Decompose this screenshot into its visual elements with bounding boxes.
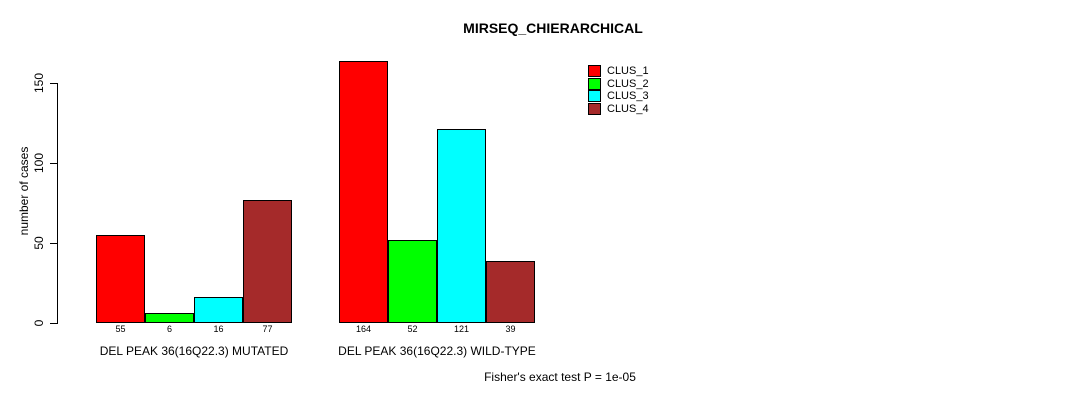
bar-value-label: 6 <box>166 324 172 334</box>
bar-value-label: 16 <box>213 324 224 334</box>
bar <box>194 297 243 323</box>
bar-value-label: 55 <box>115 324 126 334</box>
bar-value-label: 52 <box>407 324 418 334</box>
legend-swatch <box>588 90 601 103</box>
legend-swatch <box>588 77 601 90</box>
legend-label: CLUS_3 <box>607 90 649 103</box>
group-label: DEL PEAK 36(16Q22.3) MUTATED <box>99 344 289 358</box>
y-axis-tick-label: 0 <box>32 319 46 327</box>
y-axis-tick-label: 150 <box>32 72 46 94</box>
y-axis-tick <box>50 83 58 84</box>
legend-label: CLUS_1 <box>607 65 649 78</box>
group-label: DEL PEAK 36(16Q22.3) WILD-TYPE <box>338 344 536 358</box>
legend-item: CLUS_3 <box>588 90 649 103</box>
bar <box>243 200 292 323</box>
bar <box>437 129 486 323</box>
bar-value-label: 121 <box>453 324 470 334</box>
legend-swatch <box>588 65 601 78</box>
y-axis-label: number of cases <box>17 146 31 236</box>
bar <box>388 240 437 323</box>
legend-item: CLUS_2 <box>588 77 649 91</box>
y-axis-tick-label: 50 <box>32 236 46 250</box>
y-axis-tick-label: 100 <box>32 152 46 174</box>
legend-item: CLUS_1 <box>588 65 649 78</box>
y-axis-tick <box>50 163 58 164</box>
bar <box>145 313 194 323</box>
bar <box>486 261 535 323</box>
bar <box>339 61 388 323</box>
legend-item: CLUS_4 <box>588 102 649 116</box>
bar-value-label: 39 <box>505 324 516 334</box>
footnote: Fisher's exact test P = 1e-05 <box>484 370 636 384</box>
y-axis-tick <box>50 323 58 324</box>
legend-swatch <box>588 102 601 115</box>
y-axis-line <box>57 83 58 324</box>
legend-label: CLUS_2 <box>607 77 649 90</box>
bar-value-label: 164 <box>355 324 372 334</box>
chart-title: MIRSEQ_CHIERARCHICAL <box>463 20 643 36</box>
y-axis-tick <box>50 243 58 244</box>
bar <box>96 235 145 323</box>
bar-value-label: 77 <box>262 324 273 334</box>
legend-label: CLUS_4 <box>607 102 649 115</box>
legend: CLUS_1 CLUS_2 CLUS_3 CLUS_4 <box>588 65 649 115</box>
